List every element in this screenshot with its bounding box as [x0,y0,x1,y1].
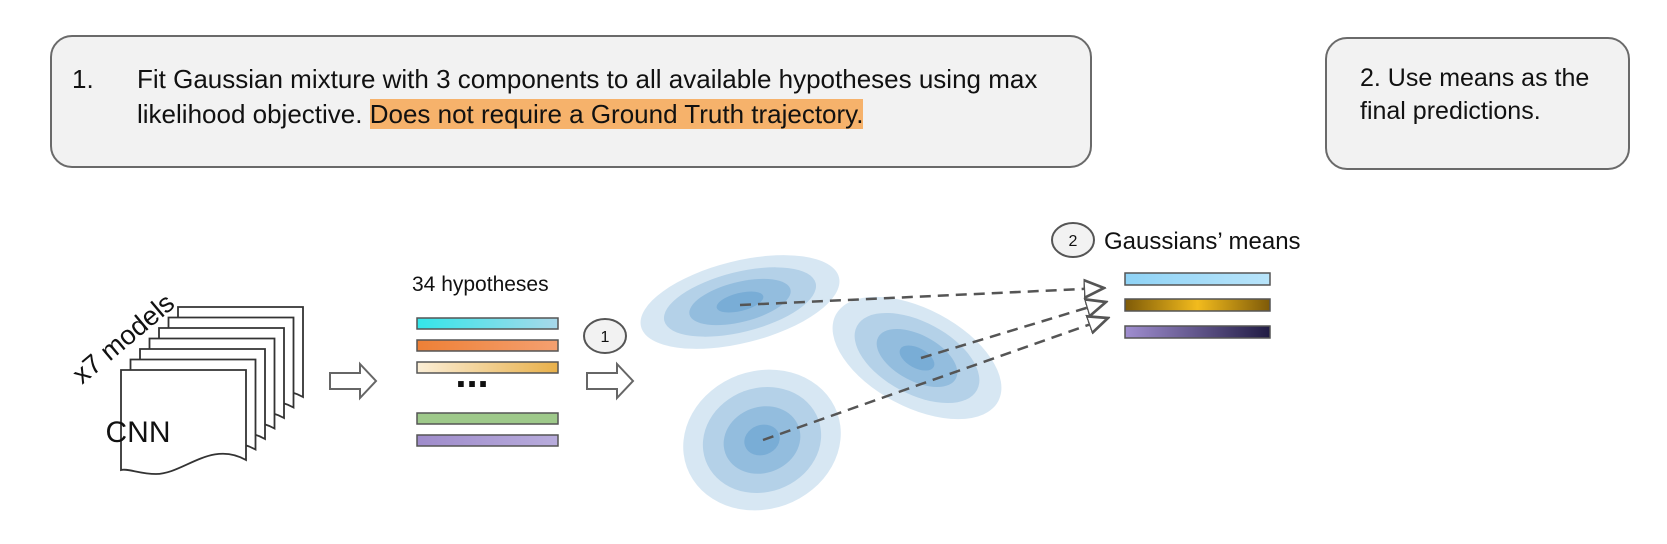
hypotheses-bars [416,317,559,447]
hypothesis-bar [416,434,559,447]
gaussian-component-1 [640,255,840,349]
model-stack [120,306,304,475]
means-bars [1124,272,1271,339]
step1-main-text: Fit Gaussian mixture with 3 components t… [137,64,1038,129]
arrow-right-icon [329,361,378,401]
step1-marker [583,318,627,354]
step2-text: 2. Use means as the final predictions. [1360,64,1590,125]
step1-highlight: Does not require a Ground Truth trajecto… [369,99,864,129]
step2-box: 2. Use means as the final predictions. [1325,37,1630,170]
step1-text: Fit Gaussian mixture with 3 components t… [137,62,1082,132]
gaussian-component-3 [683,369,841,511]
mean-arrow-1 [739,288,1104,307]
hypothesis-bar [416,361,559,374]
hypothesis-bar [416,339,559,352]
step2-marker [1051,222,1095,258]
means-label: Gaussians’ means [1104,228,1301,255]
hypothesis-bar [416,412,559,425]
cnn-label: CNN [106,416,171,449]
mean-bar [1124,272,1271,286]
model-document [120,369,247,475]
gaussian-component-2 [832,296,1002,420]
mean-arrow-3 [762,318,1108,442]
mean-bar [1124,298,1271,312]
step1-box: 1. Fit Gaussian mixture with 3 component… [50,35,1092,168]
mean-bar [1124,325,1271,339]
hypothesis-bar [416,317,559,330]
mean-arrow-2 [920,302,1106,360]
hypotheses-label: 34 hypotheses [412,273,549,296]
step2-marker-label: 2 [1069,233,1078,250]
hypotheses-ellipsis: ... [455,352,488,396]
arrow-right-icon [586,361,635,401]
step1-number: 1. [72,64,94,94]
step1-marker-label: 1 [601,329,610,346]
